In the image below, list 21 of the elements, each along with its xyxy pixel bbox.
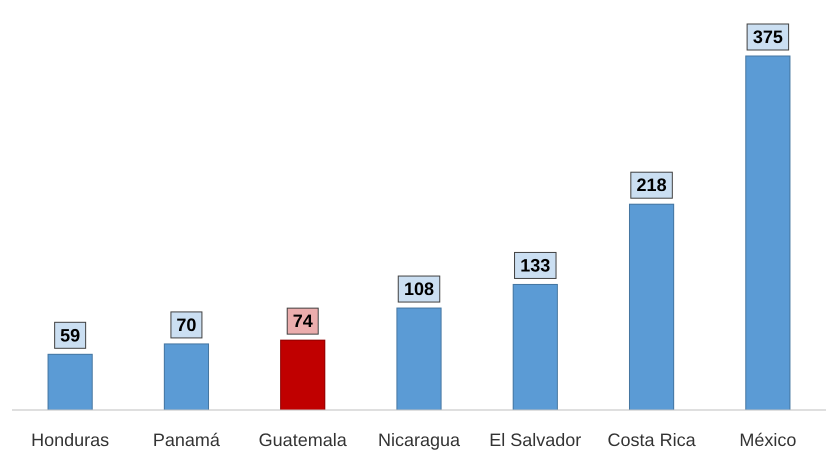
- x-tick-label: Panamá: [152, 430, 221, 450]
- data-label: 375: [752, 27, 783, 47]
- bar: [628, 204, 674, 410]
- bar: [396, 308, 442, 410]
- bar: [512, 284, 558, 410]
- x-tick-label: Guatemala: [258, 430, 348, 450]
- bar: [48, 354, 93, 410]
- x-tick-label: México: [739, 430, 796, 450]
- bar: [745, 56, 790, 410]
- data-label: 74: [292, 311, 313, 332]
- bar: [280, 340, 326, 410]
- data-label: 59: [60, 325, 80, 346]
- x-tick-label: Costa Rica: [608, 430, 697, 450]
- data-label: 108: [404, 279, 434, 300]
- x-tick-label: Honduras: [31, 430, 110, 450]
- bar: [164, 343, 210, 410]
- x-tick-label: Nicaragua: [378, 430, 462, 450]
- data-label: 133: [520, 255, 550, 276]
- data-label: 70: [176, 314, 196, 335]
- data-label: 218: [636, 175, 667, 196]
- x-tick-label: El Salvador: [489, 430, 582, 450]
